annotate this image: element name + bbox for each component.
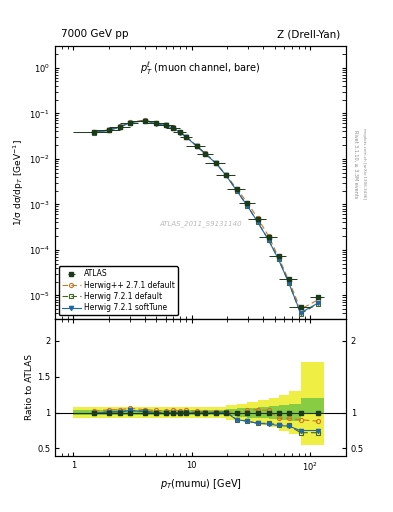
Herwig 7.2.1 softTune [127, 120, 132, 126]
Herwig 7.2.1 softTune [213, 160, 218, 166]
Herwig 7.2.1 softTune [107, 127, 111, 133]
Text: Rivet 3.1.10, ≥ 3.3M events: Rivet 3.1.10, ≥ 3.3M events [353, 130, 358, 198]
Herwig 7.2.1 default [213, 160, 218, 166]
Herwig 7.2.1 softTune [184, 134, 189, 140]
Legend: ATLAS, Herwig++ 2.7.1 default, Herwig 7.2.1 default, Herwig 7.2.1 softTune: ATLAS, Herwig++ 2.7.1 default, Herwig 7.… [59, 266, 178, 315]
Text: $p_T^{\ell}$ (muon channel, bare): $p_T^{\ell}$ (muon channel, bare) [140, 60, 261, 77]
Herwig 7.2.1 softTune [118, 124, 123, 130]
Herwig 7.2.1 softTune [245, 203, 250, 209]
Herwig++ 2.7.1 default [163, 122, 168, 128]
Herwig++ 2.7.1 default [118, 123, 123, 130]
Herwig 7.2.1 default [107, 127, 111, 133]
Herwig++ 2.7.1 default [213, 160, 218, 166]
Herwig 7.2.1 softTune [194, 143, 199, 150]
Herwig 7.2.1 default [163, 122, 168, 128]
Herwig++ 2.7.1 default [316, 297, 320, 303]
Herwig 7.2.1 softTune [154, 120, 158, 126]
Herwig 7.2.1 softTune [266, 237, 271, 243]
Herwig++ 2.7.1 default [178, 129, 183, 135]
Herwig 7.2.1 default [92, 130, 97, 136]
Text: 7000 GeV pp: 7000 GeV pp [61, 29, 129, 39]
Herwig++ 2.7.1 default [203, 151, 208, 157]
Herwig 7.2.1 default [127, 120, 132, 126]
Herwig 7.2.1 softTune [178, 130, 183, 136]
Line: Herwig 7.2.1 softTune: Herwig 7.2.1 softTune [92, 119, 320, 315]
Herwig 7.2.1 softTune [235, 188, 239, 194]
Line: Herwig 7.2.1 default: Herwig 7.2.1 default [92, 118, 320, 316]
Text: ATLAS_2011_S9131140: ATLAS_2011_S9131140 [159, 220, 242, 227]
Herwig 7.2.1 default [142, 117, 147, 123]
Herwig 7.2.1 default [178, 130, 183, 136]
Herwig 7.2.1 default [298, 311, 303, 317]
Herwig++ 2.7.1 default [92, 129, 97, 135]
Herwig++ 2.7.1 default [127, 119, 132, 125]
Herwig 7.2.1 default [224, 172, 228, 178]
Herwig 7.2.1 softTune [92, 130, 97, 136]
Herwig++ 2.7.1 default [266, 233, 271, 239]
Herwig++ 2.7.1 default [194, 143, 199, 149]
Line: Herwig++ 2.7.1 default: Herwig++ 2.7.1 default [92, 118, 320, 311]
Herwig 7.2.1 default [245, 203, 250, 209]
Herwig 7.2.1 default [235, 188, 239, 194]
Herwig++ 2.7.1 default [184, 134, 189, 140]
Herwig++ 2.7.1 default [142, 117, 147, 123]
Text: mcplots.cern.ch [arXiv:1306.3436]: mcplots.cern.ch [arXiv:1306.3436] [362, 129, 365, 199]
Herwig 7.2.1 default [316, 301, 320, 307]
Text: Z (Drell-Yan): Z (Drell-Yan) [277, 29, 340, 39]
Herwig++ 2.7.1 default [224, 172, 228, 178]
Herwig++ 2.7.1 default [171, 124, 176, 131]
Herwig 7.2.1 default [286, 280, 291, 286]
Herwig 7.2.1 default [276, 256, 281, 262]
Herwig++ 2.7.1 default [154, 120, 158, 126]
Herwig 7.2.1 softTune [316, 300, 320, 306]
Y-axis label: 1/σ dσ/dp$_T$ [GeV$^{-1}$]: 1/σ dσ/dp$_T$ [GeV$^{-1}$] [12, 139, 26, 226]
Herwig 7.2.1 softTune [298, 310, 303, 316]
Herwig++ 2.7.1 default [107, 126, 111, 133]
Herwig 7.2.1 default [118, 124, 123, 130]
Herwig 7.2.1 softTune [142, 118, 147, 124]
Herwig++ 2.7.1 default [245, 200, 250, 206]
Herwig++ 2.7.1 default [255, 215, 260, 221]
Herwig 7.2.1 softTune [276, 257, 281, 263]
Herwig 7.2.1 softTune [203, 151, 208, 157]
Herwig 7.2.1 default [194, 143, 199, 149]
Herwig 7.2.1 softTune [163, 122, 168, 129]
Herwig 7.2.1 default [266, 237, 271, 243]
X-axis label: $p_T$(mumu) [GeV]: $p_T$(mumu) [GeV] [160, 477, 241, 491]
Herwig 7.2.1 default [184, 134, 189, 140]
Herwig++ 2.7.1 default [235, 186, 239, 192]
Herwig 7.2.1 default [203, 151, 208, 157]
Herwig 7.2.1 softTune [224, 173, 228, 179]
Herwig 7.2.1 default [255, 219, 260, 225]
Herwig 7.2.1 default [154, 120, 158, 126]
Y-axis label: Ratio to ATLAS: Ratio to ATLAS [25, 354, 34, 420]
Herwig++ 2.7.1 default [276, 254, 281, 260]
Herwig 7.2.1 softTune [171, 125, 176, 131]
Herwig 7.2.1 default [171, 125, 176, 131]
Herwig 7.2.1 softTune [255, 219, 260, 225]
Herwig++ 2.7.1 default [298, 306, 303, 312]
Herwig 7.2.1 softTune [286, 280, 291, 286]
Herwig++ 2.7.1 default [286, 278, 291, 284]
